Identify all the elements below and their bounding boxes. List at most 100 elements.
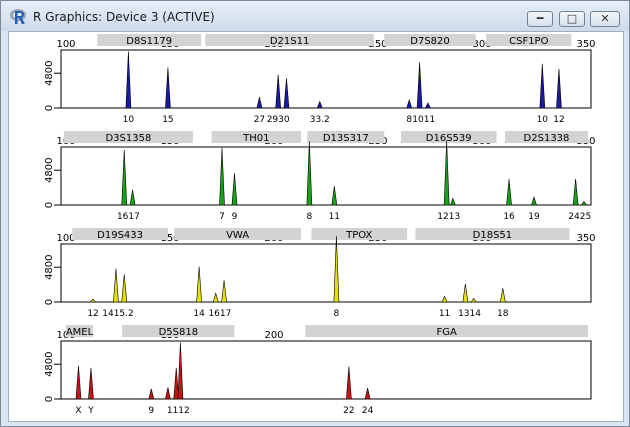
panel-frame-green: [60, 146, 592, 206]
allele-peak: [333, 236, 340, 303]
close-button[interactable]: ✕: [590, 11, 620, 27]
allele-peak: [173, 367, 180, 400]
allele-label: 33.2: [310, 115, 330, 125]
panel-frame-yellow: [60, 243, 592, 303]
locus-label: AMEL: [66, 327, 94, 338]
allele-peak: [212, 292, 219, 303]
r-logo-icon: [10, 9, 26, 24]
allele-peak: [177, 342, 184, 400]
allele-label: 11: [329, 212, 340, 222]
locus-label: TPOX: [345, 230, 372, 241]
y-tick-label: 0: [44, 299, 55, 305]
allele-peak: [499, 288, 506, 303]
allele-label: 24: [362, 406, 374, 416]
allele-peak: [148, 388, 155, 400]
allele-peak: [88, 367, 94, 400]
allele-peak: [165, 67, 171, 109]
allele-label: 2930: [267, 115, 290, 125]
y-tick-label: 4800: [44, 351, 55, 376]
allele-peak: [580, 200, 587, 206]
allele-label: 8: [306, 212, 312, 222]
allele-peak: [256, 97, 263, 109]
locus-label: D5S818: [159, 327, 199, 338]
locus-bar-tpox: [311, 228, 408, 240]
locus-bar-vwa: [174, 228, 302, 240]
locus-label: D18S51: [473, 230, 513, 241]
allele-label: 1415.2: [102, 309, 134, 319]
x-tick-label: 100: [56, 39, 75, 50]
allele-peak: [316, 100, 323, 109]
allele-peak: [89, 298, 97, 303]
allele-peak: [113, 268, 119, 303]
allele-peak: [441, 295, 448, 303]
allele-peak: [449, 197, 456, 206]
x-tick-label: 150: [160, 233, 179, 244]
panel-frame-red: [60, 340, 592, 400]
allele-label: 8: [334, 309, 340, 319]
allele-peak: [121, 149, 128, 206]
allele-peak: [75, 365, 82, 400]
minimize-button[interactable]: ━: [527, 11, 553, 27]
locus-bar-d2s1338: [504, 131, 589, 143]
locus-bar-d8s1179: [97, 34, 202, 46]
allele-label: 10: [537, 115, 549, 125]
allele-label: 1314: [458, 309, 481, 319]
allele-label: 8: [406, 115, 412, 125]
allele-peak: [531, 196, 537, 206]
allele-peak: [221, 280, 227, 303]
allele-label: 14: [193, 309, 205, 319]
x-tick-label: 350: [576, 233, 595, 244]
y-tick-label: 0: [44, 105, 55, 111]
allele-label: 1213: [437, 212, 460, 222]
allele-peak: [129, 189, 136, 206]
locus-bar-d13s317: [307, 131, 385, 143]
allele-label: X: [75, 406, 81, 416]
window-title: R Graphics: Device 3 (ACTIVE): [33, 10, 215, 24]
locus-bar-d7s820: [384, 34, 476, 46]
y-tick-label: 0: [44, 396, 55, 402]
locus-label: D16S539: [426, 133, 472, 144]
y-tick-label: 4800: [44, 60, 55, 85]
allele-peak: [572, 178, 579, 206]
allele-label: 18: [497, 309, 509, 319]
allele-peak: [121, 274, 128, 303]
allele-label: 16: [503, 212, 515, 222]
allele-peak: [506, 178, 512, 206]
x-tick-label: 200: [264, 330, 283, 341]
allele-peak: [416, 62, 423, 109]
panel-frame-blue: [60, 49, 592, 109]
maximize-button[interactable]: □: [559, 11, 585, 27]
allele-label: 1617: [208, 309, 231, 319]
locus-bar-amel: [66, 325, 94, 337]
locus-bar-csf1po: [486, 34, 572, 46]
x-tick-label: 100: [56, 233, 75, 244]
allele-label: 7: [219, 212, 225, 222]
locus-bar-d21s11: [205, 34, 374, 46]
locus-label: D8S1179: [126, 36, 172, 47]
plot-area: 100150200250300350D8S1179D21S11D7S820CSF…: [8, 31, 624, 422]
allele-label: 1617: [117, 212, 140, 222]
x-tick-label: 300: [472, 39, 491, 50]
allele-peak: [556, 68, 562, 109]
close-icon: ✕: [600, 12, 610, 25]
allele-label: 10: [123, 115, 135, 125]
allele-peak: [331, 186, 338, 206]
allele-peak: [306, 141, 313, 206]
allele-label: 12: [87, 309, 98, 319]
locus-label: D3S1358: [105, 133, 151, 144]
title-bar[interactable]: R Graphics: Device 3 (ACTIVE) ━ □ ✕: [1, 1, 629, 31]
allele-peak: [275, 74, 281, 109]
locus-bar-d3s1358: [63, 131, 193, 143]
allele-label: 12: [553, 115, 564, 125]
locus-label: D19S433: [97, 230, 143, 241]
allele-label: 9: [148, 406, 154, 416]
allele-peak: [196, 266, 202, 303]
allele-label: 11: [439, 309, 450, 319]
allele-label: 9: [232, 212, 238, 222]
locus-bar-d19s433: [72, 228, 168, 240]
allele-peak: [406, 99, 413, 109]
locus-label: D7S820: [410, 36, 450, 47]
y-tick-label: 4800: [44, 254, 55, 279]
locus-bar-fga: [305, 325, 589, 337]
